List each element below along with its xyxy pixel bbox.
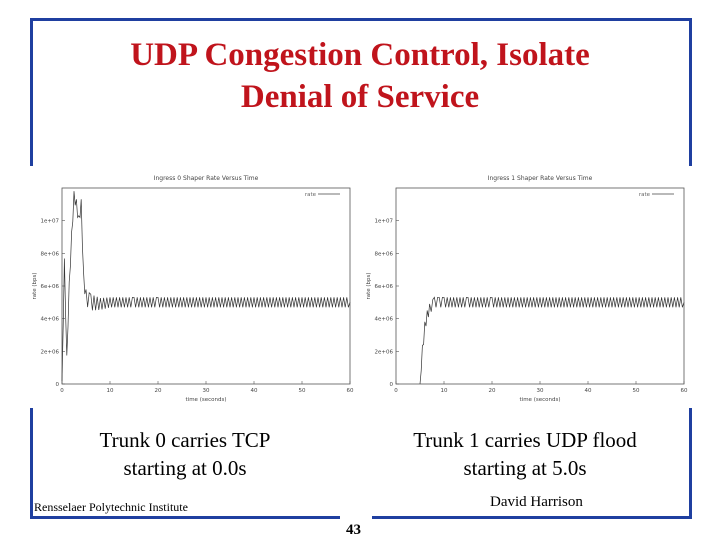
plot-frame xyxy=(395,187,685,385)
chart-left-panel: Ingress 0 Shaper Rate Versus Time 0 10 20 30… xyxy=(28,168,358,408)
footer-institution: Rensselaer Polytechnic Institute xyxy=(34,500,188,514)
x-tick-label: 0 xyxy=(394,388,398,394)
slide-title: UDP Congestion Control, Isolate Denial o… xyxy=(130,37,590,115)
frame-left-lower xyxy=(30,406,33,518)
chart-ingress-1: Ingress 1 Shaper Rate Versus Time 0 10 20 30… xyxy=(366,175,688,403)
x-tick-label: 30 xyxy=(203,388,210,394)
x-axis-label: time (seconds) xyxy=(520,397,561,403)
y-tick-label: 2e+06 xyxy=(375,349,394,355)
plot-frame xyxy=(61,187,351,385)
y-tick-label: 4e+06 xyxy=(41,317,60,323)
series-line xyxy=(61,191,351,382)
page-number: 43 xyxy=(346,522,361,538)
y-tick-label: 8e+06 xyxy=(375,251,394,257)
x-axis-label: time (seconds) xyxy=(186,397,227,403)
x-tick-label: 10 xyxy=(441,388,448,394)
frame-right-lower xyxy=(689,406,692,518)
y-tick-label: 2e+06 xyxy=(41,349,60,355)
x-tick-label: 0 xyxy=(60,388,64,394)
y-tick-label: 0 xyxy=(390,382,394,388)
frame-left-upper xyxy=(30,18,33,166)
y-tick-label: 0 xyxy=(56,382,60,388)
y-tick-label: 6e+06 xyxy=(41,284,60,290)
frame-bottom-left xyxy=(30,516,340,519)
y-tick-label: 1e+07 xyxy=(375,219,394,225)
legend-label: rate xyxy=(639,192,651,198)
y-tick-label: 1e+07 xyxy=(41,219,60,225)
x-tick-label: 50 xyxy=(299,388,306,394)
x-tick-label: 60 xyxy=(347,388,354,394)
series-line xyxy=(419,296,685,385)
y-tick-label: 6e+06 xyxy=(375,284,394,290)
y-tick-label: 8e+06 xyxy=(41,251,60,257)
chart-ingress-0: Ingress 0 Shaper Rate Versus Time 0 10 20 30… xyxy=(32,175,354,403)
y-axis-label: rate (bps) xyxy=(366,272,372,299)
x-tick-label: 50 xyxy=(633,388,640,394)
x-tick-label: 20 xyxy=(489,388,496,394)
legend-label: rate xyxy=(305,192,317,198)
y-axis-label: rate (bps) xyxy=(32,272,38,299)
x-tick-label: 40 xyxy=(251,388,258,394)
frame-bottom-right xyxy=(372,516,692,519)
x-tick-label: 20 xyxy=(155,388,162,394)
caption-trunk-0: Trunk 0 carries TCP starting at 0.0s xyxy=(99,428,271,480)
footer-author: David Harrison xyxy=(490,494,583,510)
frame-top xyxy=(30,18,692,21)
caption-trunk-1: Trunk 1 carries UDP flood starting at 5.… xyxy=(413,428,637,480)
y-tick-label: 4e+06 xyxy=(375,317,394,323)
x-tick-label: 10 xyxy=(107,388,114,394)
x-tick-label: 40 xyxy=(585,388,592,394)
frame-right-upper xyxy=(689,18,692,166)
x-tick-label: 60 xyxy=(681,388,688,394)
x-tick-label: 30 xyxy=(537,388,544,394)
chart-right-panel: Ingress 1 Shaper Rate Versus Time 0 10 20 30… xyxy=(362,168,692,408)
chart-title: Ingress 0 Shaper Rate Versus Time xyxy=(154,175,259,182)
chart-title: Ingress 1 Shaper Rate Versus Time xyxy=(488,175,593,182)
